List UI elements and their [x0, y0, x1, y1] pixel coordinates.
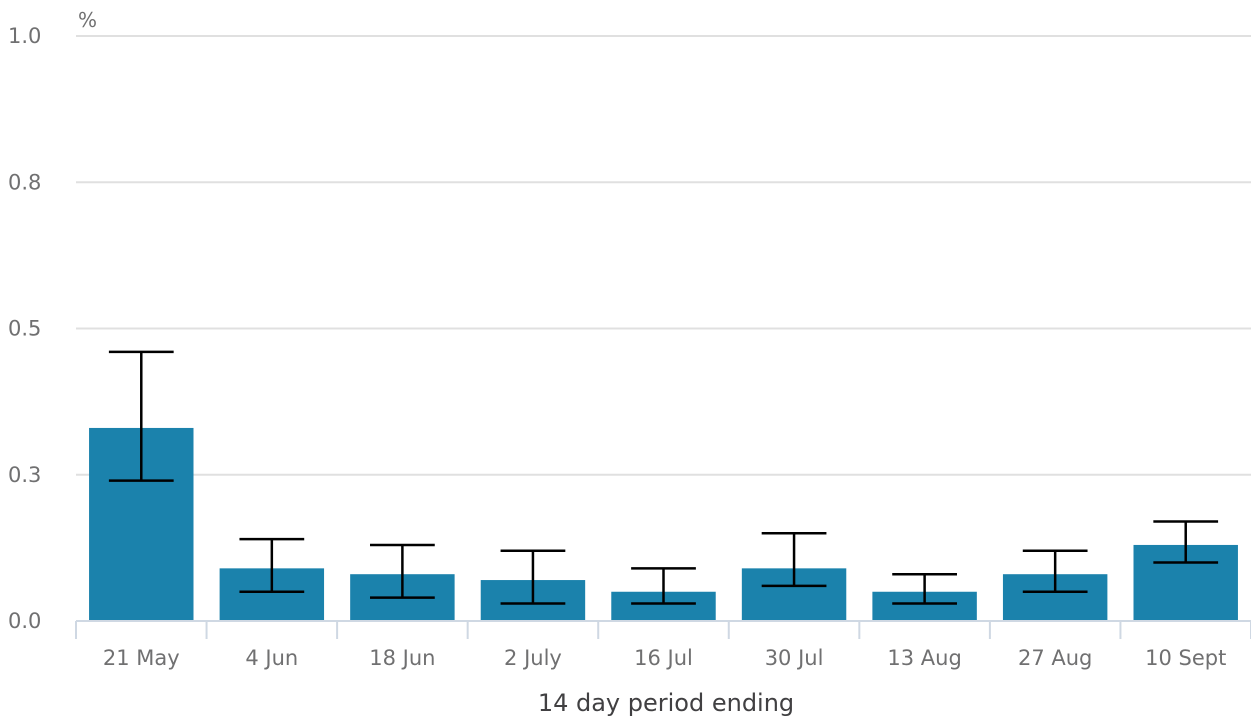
x-tick-label: 30 Jul [765, 646, 824, 670]
error-bar [500, 549, 566, 605]
y-unit-label: % [78, 8, 97, 32]
error-bar [631, 567, 696, 605]
error-bar [761, 532, 827, 588]
x-tick-label: 21 May [103, 646, 180, 670]
error-bar [1022, 549, 1088, 593]
y-tick-label: 0.8 [8, 170, 41, 194]
error-bar [1153, 520, 1219, 564]
x-tick-label: 16 Jul [634, 646, 693, 670]
error-bar [370, 543, 435, 599]
x-tick-label: 27 Aug [1018, 646, 1092, 670]
y-axis-tick-labels: 0.0 0.3 0.5 0.8 1.0 [8, 24, 41, 633]
x-axis-title: 14 day period ending [538, 689, 794, 717]
error-bar [108, 350, 174, 482]
x-tick-label: 13 Aug [887, 646, 961, 670]
x-tick-label: 10 Sept [1145, 646, 1226, 670]
error-bar [892, 572, 957, 605]
y-tick-label: 1.0 [8, 24, 41, 48]
error-bar [239, 537, 305, 593]
y-tick-label: 0.3 [8, 463, 41, 487]
x-tick-label: 2 July [504, 646, 562, 670]
error-bars [108, 350, 1219, 605]
x-axis [75, 620, 1251, 639]
x-tick-label: 18 Jun [369, 646, 435, 670]
x-tick-label: 4 Jun [245, 646, 298, 670]
x-axis-tick-labels: 21 May 4 Jun 18 Jun 2 July 16 Jul 30 Jul 13 Au… [103, 646, 1226, 670]
y-tick-label: 0.5 [8, 317, 41, 341]
y-tick-label: 0.0 [8, 609, 41, 633]
gridlines [76, 35, 1251, 476]
